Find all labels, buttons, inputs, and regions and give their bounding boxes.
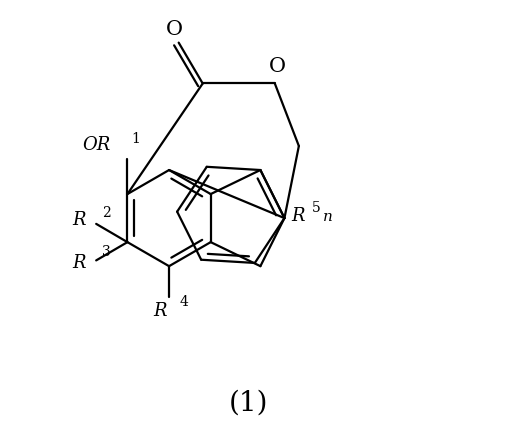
Text: 4: 4 bbox=[180, 295, 188, 309]
Text: 5: 5 bbox=[312, 201, 320, 214]
Text: (1): (1) bbox=[229, 390, 268, 417]
Text: 3: 3 bbox=[102, 245, 111, 259]
Text: 2: 2 bbox=[102, 206, 111, 220]
Text: 1: 1 bbox=[131, 132, 140, 146]
Text: O: O bbox=[269, 57, 286, 76]
Text: n: n bbox=[323, 209, 333, 224]
Text: O: O bbox=[166, 20, 183, 39]
Text: OR: OR bbox=[83, 136, 110, 153]
Text: R: R bbox=[154, 302, 167, 320]
Text: R: R bbox=[292, 207, 305, 225]
Text: R: R bbox=[72, 211, 86, 229]
Text: R: R bbox=[72, 254, 86, 272]
